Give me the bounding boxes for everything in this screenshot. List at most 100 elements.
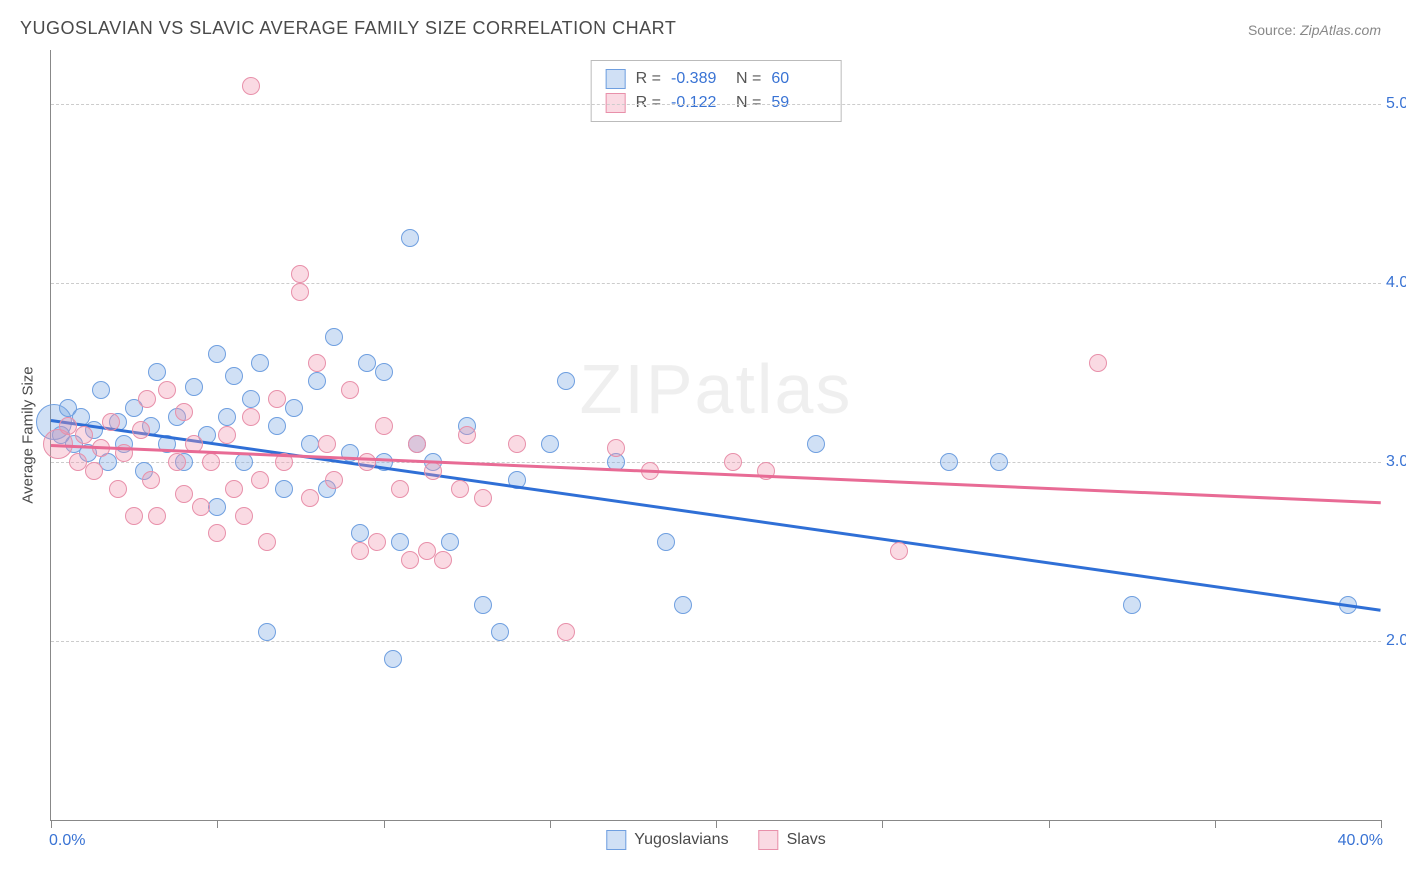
data-point [92, 381, 110, 399]
data-point [508, 435, 526, 453]
data-point [351, 524, 369, 542]
r-value-0: -0.389 [671, 67, 726, 91]
data-point [674, 596, 692, 614]
data-point [325, 328, 343, 346]
x-tick [384, 820, 385, 828]
data-point [351, 542, 369, 560]
gridline [51, 104, 1381, 105]
source-value: ZipAtlas.com [1300, 22, 1381, 38]
data-point [384, 650, 402, 668]
data-point [175, 403, 193, 421]
data-point [341, 381, 359, 399]
data-point [375, 417, 393, 435]
legend-label-0: Yugoslavians [634, 831, 728, 849]
data-point [807, 435, 825, 453]
data-point [125, 507, 143, 525]
data-point [218, 408, 236, 426]
data-point [251, 354, 269, 372]
data-point [890, 542, 908, 560]
data-point [218, 426, 236, 444]
data-point [268, 417, 286, 435]
data-point [358, 354, 376, 372]
data-point [940, 453, 958, 471]
data-point [138, 390, 156, 408]
data-point [1123, 596, 1141, 614]
y-tick-label: 3.00 [1386, 453, 1406, 471]
x-max-label: 40.0% [1338, 832, 1383, 850]
data-point [434, 551, 452, 569]
data-point [607, 439, 625, 457]
data-point [202, 453, 220, 471]
data-point [225, 367, 243, 385]
data-point [242, 390, 260, 408]
data-point [474, 489, 492, 507]
chart-title: YUGOSLAVIAN VS SLAVIC AVERAGE FAMILY SIZ… [20, 18, 676, 39]
data-point [158, 381, 176, 399]
data-point [235, 453, 253, 471]
data-point [391, 533, 409, 551]
data-point [148, 363, 166, 381]
data-point [408, 435, 426, 453]
data-point [308, 354, 326, 372]
data-point [85, 462, 103, 480]
legend-item-0: Yugoslavians [606, 830, 728, 850]
data-point [391, 480, 409, 498]
n-value-0: 60 [771, 67, 826, 91]
data-point [225, 480, 243, 498]
data-point [242, 408, 260, 426]
legend-swatch-1 [759, 830, 779, 850]
trend-line [51, 444, 1381, 504]
data-point [358, 453, 376, 471]
data-point [148, 507, 166, 525]
y-axis-title: Average Family Size [20, 366, 37, 503]
data-point [109, 480, 127, 498]
x-tick [51, 820, 52, 828]
stats-row-0: R = -0.389 N = 60 [606, 67, 827, 91]
source-credit: Source: ZipAtlas.com [1248, 22, 1381, 38]
gridline [51, 641, 1381, 642]
data-point [168, 453, 186, 471]
data-point [451, 480, 469, 498]
data-point [185, 378, 203, 396]
stats-legend-box: R = -0.389 N = 60 R = -0.122 N = 59 [591, 60, 842, 122]
x-min-label: 0.0% [49, 832, 85, 850]
x-tick [217, 820, 218, 828]
data-point [275, 480, 293, 498]
watermark-a: ZIP [580, 350, 695, 428]
x-tick [1381, 820, 1382, 828]
data-point [258, 533, 276, 551]
data-point [301, 435, 319, 453]
data-point [59, 417, 77, 435]
x-tick [1049, 820, 1050, 828]
y-tick-label: 5.00 [1386, 95, 1406, 113]
data-point [368, 533, 386, 551]
data-point [258, 623, 276, 641]
data-point [208, 524, 226, 542]
r-label: R = [636, 67, 661, 91]
swatch-series-0 [606, 69, 626, 89]
data-point [724, 453, 742, 471]
data-point [102, 413, 120, 431]
legend-label-1: Slavs [787, 831, 826, 849]
y-tick-label: 2.00 [1386, 632, 1406, 650]
bottom-legend: Yugoslavians Slavs [606, 830, 825, 850]
data-point [375, 363, 393, 381]
data-point [401, 229, 419, 247]
data-point [441, 533, 459, 551]
data-point [541, 435, 559, 453]
data-point [132, 421, 150, 439]
data-point [251, 471, 269, 489]
data-point [75, 426, 93, 444]
x-tick [550, 820, 551, 828]
data-point [208, 498, 226, 516]
data-point [557, 623, 575, 641]
data-point [458, 426, 476, 444]
x-tick [716, 820, 717, 828]
watermark-b: atlas [695, 350, 853, 428]
data-point [291, 265, 309, 283]
data-point [69, 453, 87, 471]
legend-swatch-0 [606, 830, 626, 850]
data-point [208, 345, 226, 363]
data-point [418, 542, 436, 560]
data-point [657, 533, 675, 551]
